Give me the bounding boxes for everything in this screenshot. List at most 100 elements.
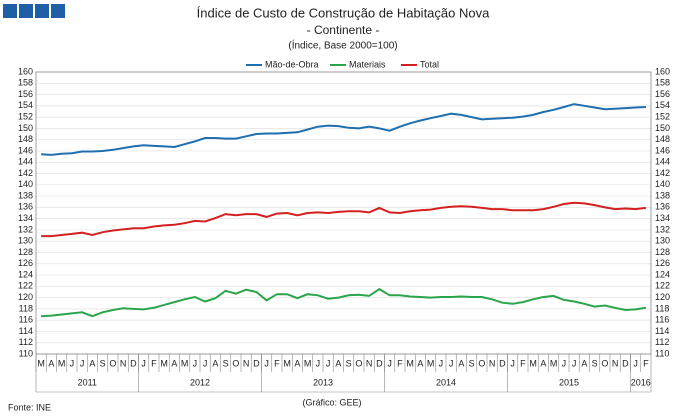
x-tick-label: M [529, 358, 537, 368]
x-tick-label: S [469, 358, 475, 368]
x-tick-label: F [151, 358, 157, 368]
x-tick-label: M [427, 358, 435, 368]
chart-subtitle: - Continente - [307, 23, 380, 37]
y-tick-label: 136 [18, 202, 33, 212]
y-tick-label: 156 [18, 89, 33, 99]
x-tick-label: M [550, 358, 558, 368]
x-tick-label: A [48, 358, 54, 368]
x-tick-label: A [581, 358, 587, 368]
y2-tick-label: 140 [655, 179, 670, 189]
x-tick-label: N [489, 358, 496, 368]
x-tick-label: J [193, 358, 198, 368]
y2-tick-label: 158 [655, 78, 670, 88]
y2-tick-label: 142 [655, 168, 670, 178]
year-label: 2016 [631, 377, 651, 387]
y2-tick-label: 156 [655, 89, 670, 99]
y-tick-label: 128 [18, 247, 33, 257]
x-tick-label: S [100, 358, 106, 368]
y-tick-label: 122 [18, 281, 33, 291]
y-tick-label: 116 [19, 315, 33, 325]
series-line [41, 103, 646, 156]
y-tick-label: 138 [18, 190, 33, 200]
y2-tick-label: 134 [655, 213, 670, 223]
series-line [41, 201, 647, 238]
year-label: 2014 [436, 377, 456, 387]
y2-tick-label: 126 [655, 258, 670, 268]
x-tick-label: A [540, 358, 546, 368]
chart-title: Índice de Custo de Construção de Habitaç… [197, 5, 490, 20]
y-tick-label: 154 [18, 100, 33, 110]
x-tick-label: A [417, 358, 423, 368]
x-tick-label: J [80, 358, 85, 368]
x-tick-label: M [406, 358, 414, 368]
x-tick-label: J [203, 358, 208, 368]
y2-tick-label: 122 [655, 281, 670, 291]
x-tick-label: N [612, 358, 619, 368]
y-tick-label: 130 [18, 236, 33, 246]
x-tick-label: N [366, 358, 373, 368]
x-tick-label: F [643, 358, 649, 368]
x-tick-label: F [397, 358, 403, 368]
y2-tick-label: 148 [655, 134, 670, 144]
y-tick-label: 114 [19, 326, 33, 336]
y-tick-label: 124 [18, 269, 33, 279]
x-tick-label: N [120, 358, 127, 368]
logo-square [19, 4, 33, 18]
y2-tick-label: 110 [655, 348, 669, 358]
x-tick-label: A [89, 358, 95, 368]
y-tick-label: 126 [18, 258, 33, 268]
series-line [41, 287, 647, 318]
y2-tick-label: 152 [655, 111, 670, 121]
y2-tick-label: 144 [655, 157, 670, 167]
x-tick-label: J [387, 358, 392, 368]
x-tick-label: J [326, 358, 331, 368]
legend-label: Materiais [349, 59, 386, 69]
year-label: 2012 [190, 377, 210, 387]
y2-tick-label: 160 [655, 66, 670, 76]
y2-tick-label: 146 [655, 145, 670, 155]
legend-label: Total [420, 59, 439, 69]
y2-tick-label: 116 [655, 315, 669, 325]
y2-tick-label: 132 [655, 224, 670, 234]
y-tick-label: 120 [18, 292, 33, 302]
y2-tick-label: 120 [655, 292, 670, 302]
plot-frame [35, 71, 652, 355]
x-tick-label: J [141, 358, 146, 368]
y-tick-label: 158 [18, 78, 33, 88]
x-tick-label: J [633, 358, 638, 368]
x-tick-label: M [58, 358, 66, 368]
logo-square [35, 4, 49, 18]
x-tick-label: A [335, 358, 341, 368]
x-tick-label: D [376, 358, 383, 368]
x-tick-label: F [520, 358, 526, 368]
x-tick-label: J [316, 358, 321, 368]
y-tick-label: 112 [19, 337, 33, 347]
y-tick-label: 140 [18, 179, 33, 189]
logo-square [51, 4, 65, 18]
x-tick-label: S [223, 358, 229, 368]
x-tick-label: M [283, 358, 291, 368]
y2-tick-label: 138 [655, 190, 670, 200]
x-tick-label: O [601, 358, 608, 368]
x-tick-label: J [449, 358, 454, 368]
x-tick-label: A [458, 358, 464, 368]
y-tick-label: 134 [18, 213, 33, 223]
x-tick-label: A [212, 358, 218, 368]
x-tick-label: O [109, 358, 116, 368]
y2-tick-label: 128 [655, 247, 670, 257]
unit-note: (Índice, Base 2000=100) [288, 39, 397, 52]
x-tick-label: F [274, 358, 280, 368]
x-tick-label: J [264, 358, 269, 368]
legend-label: Mão-de-Obra [265, 59, 319, 69]
x-tick-label: M [181, 358, 189, 368]
logo-square [3, 4, 17, 18]
credit: (Gráfico: GEE) [302, 397, 361, 407]
x-tick-label: M [160, 358, 168, 368]
x-tick-label: O [478, 358, 485, 368]
y2-tick-label: 112 [655, 337, 669, 347]
source: Fonte: INE [8, 402, 51, 412]
x-tick-label: N [243, 358, 250, 368]
y-tick-label: 142 [18, 168, 33, 178]
x-tick-label: J [510, 358, 515, 368]
